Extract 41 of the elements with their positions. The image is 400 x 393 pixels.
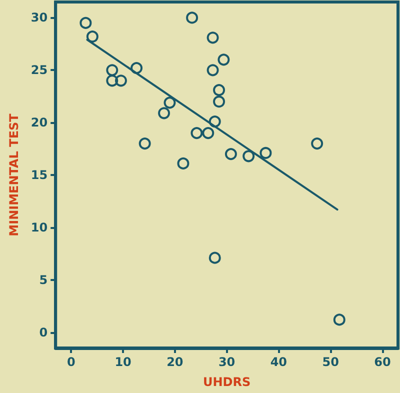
- x-tick-label: 40: [270, 355, 288, 369]
- point: [311, 138, 324, 150]
- point: [114, 74, 127, 87]
- x-tick-label: 30: [218, 355, 236, 369]
- point: [206, 64, 219, 76]
- point: [208, 252, 221, 264]
- point: [202, 127, 214, 140]
- y-tick-label: 20: [30, 116, 48, 130]
- y-tick-label: 5: [39, 272, 48, 287]
- point: [224, 148, 237, 160]
- x-axis-title: UHDRS: [202, 375, 251, 389]
- y-tick-label: 10: [30, 220, 48, 234]
- point: [86, 30, 98, 43]
- point: [80, 16, 92, 29]
- x-tick-label: 10: [114, 355, 132, 369]
- point: [213, 84, 226, 96]
- point: [190, 127, 203, 140]
- y-tick-label: 25: [30, 63, 48, 78]
- x-tick-label: 50: [322, 355, 339, 369]
- point: [333, 314, 346, 326]
- x-tick-label: 20: [166, 355, 184, 369]
- point: [186, 12, 198, 24]
- y-axis-title: MINIMENTAL TEST: [7, 112, 21, 236]
- point: [218, 54, 230, 66]
- point: [130, 62, 143, 74]
- point: [213, 96, 226, 108]
- point: [242, 150, 255, 162]
- point: [106, 74, 118, 87]
- point: [164, 96, 176, 109]
- y-tick-label: 15: [30, 168, 48, 182]
- y-tick-label: 0: [39, 325, 48, 340]
- point: [177, 157, 190, 170]
- x-tick-label: 0: [66, 355, 76, 369]
- point: [208, 116, 221, 128]
- point: [158, 107, 170, 120]
- point: [260, 146, 272, 159]
- point: [206, 32, 219, 44]
- point: [138, 138, 151, 150]
- y-tick-label: 30: [30, 10, 48, 25]
- x-tick-label: 60: [374, 355, 391, 369]
- point: [106, 64, 118, 76]
